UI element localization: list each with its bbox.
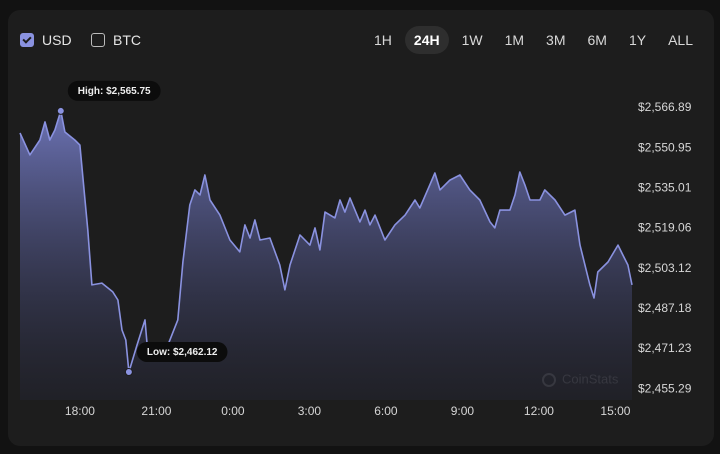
y-tick-label: $2,535.01 xyxy=(638,181,692,195)
range-button[interactable]: ALL xyxy=(668,32,693,48)
x-tick-label: 18:00 xyxy=(65,404,95,418)
annotation-box xyxy=(67,80,161,101)
currency-usd[interactable]: USD xyxy=(20,30,72,50)
x-tick-label: 6:00 xyxy=(374,404,398,418)
annotation-label: High: $2,565.75 xyxy=(78,86,151,97)
x-tick-label: 0:00 xyxy=(221,404,245,418)
y-tick-label: $2,503.12 xyxy=(638,261,692,275)
line xyxy=(19,110,633,373)
y-tick-label: $2,519.06 xyxy=(638,221,692,235)
range-button[interactable]: 3M xyxy=(546,32,566,48)
checkbox[interactable] xyxy=(91,33,105,47)
currency-btc[interactable]: BTC xyxy=(91,30,141,50)
x-tick-label: 21:00 xyxy=(141,404,171,418)
annotation: High: $2,565.75 xyxy=(67,80,161,101)
y-tick-label: $2,550.95 xyxy=(638,140,692,154)
range-selector: 1H 24H 1W 1M 3M 6M 1Y ALL xyxy=(365,26,702,54)
y-tick-label: $2,487.18 xyxy=(638,301,692,315)
checkbox[interactable] xyxy=(20,33,34,47)
annotation-label: Low: $2,462.12 xyxy=(147,347,218,358)
x-tick-label: 12:00 xyxy=(524,404,554,418)
range-button[interactable]: 1M xyxy=(504,32,525,48)
x-tick-label: 3:00 xyxy=(298,404,322,418)
range-button[interactable]: 1Y xyxy=(628,32,647,48)
x-tick-label: 9:00 xyxy=(451,404,475,418)
annotation-box xyxy=(136,341,228,362)
annotation-point xyxy=(124,367,133,376)
y-tick-label: $2,455.29 xyxy=(638,381,692,395)
range-button[interactable]: 1H xyxy=(374,32,392,48)
y-tick-label: $2,471.23 xyxy=(638,341,692,355)
range-button[interactable]: 24H xyxy=(404,26,449,54)
y-tick-label: $2,566.89 xyxy=(638,100,692,114)
controls: USD BTC 1H 24H 1W 1M 3M 6M 1Y ALL xyxy=(0,0,720,60)
annotation: Low: $2,462.12 xyxy=(136,341,228,362)
area xyxy=(20,110,632,401)
currency-label: USD xyxy=(42,32,72,48)
range-button[interactable]: 1W xyxy=(461,32,483,48)
x-tick-label: 15:00 xyxy=(600,404,630,418)
range-button[interactable]: 6M xyxy=(587,32,607,48)
currency-label: BTC xyxy=(113,32,141,48)
annotation-point xyxy=(56,106,65,115)
